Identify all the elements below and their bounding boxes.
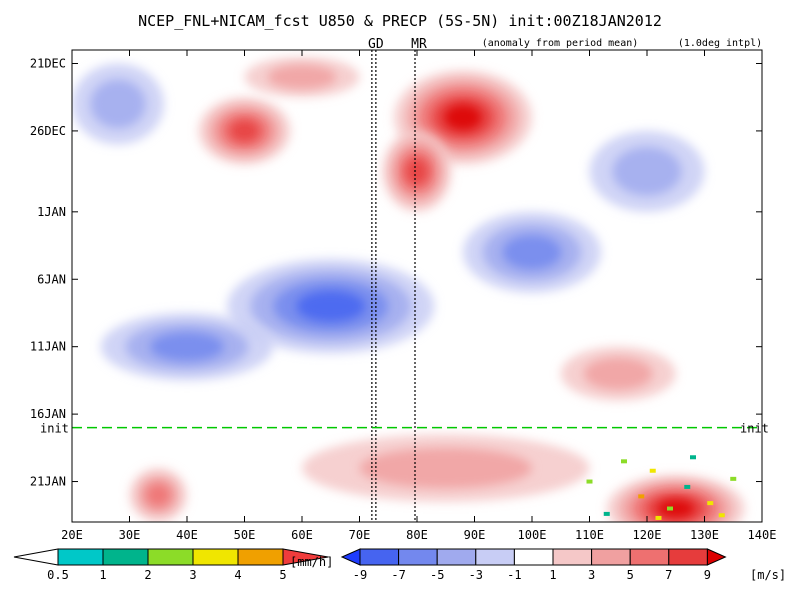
u850-cbar-label-6: 3: [588, 568, 595, 582]
precip-cbar-unit: [mm/h]: [290, 555, 333, 569]
precip-point-7: [730, 476, 737, 481]
u850-cbar-label-7: 5: [627, 568, 634, 582]
x-tick-label-1: 30E: [119, 528, 141, 542]
u850-anomaly-blob-1: [444, 104, 482, 131]
chart-title: NCEP_FNL+NICAM_fcst U850 & PRECP (5S-5N)…: [138, 12, 662, 30]
precip-point-11: [718, 513, 725, 518]
u850-cbar-tip-left: [340, 548, 361, 566]
u850-anomaly-blob-4: [296, 290, 366, 322]
chart-subtitle-left: (anomaly from period mean): [482, 38, 639, 49]
u850-cbar-label-1: -7: [391, 568, 405, 582]
x-tick-label-8: 100E: [518, 528, 547, 542]
u850-cbar-label-2: -5: [430, 568, 444, 582]
y-tick-label-5: 16JAN: [30, 407, 66, 421]
y-tick-label-4: 11JAN: [30, 340, 66, 354]
y-tick-label-0: 21DEC: [30, 56, 66, 70]
u850-cbar-seg-7: [591, 548, 631, 566]
u850-anomaly-blob-7: [612, 147, 682, 196]
x-tick-label-6: 80E: [406, 528, 428, 542]
x-tick-label-5: 70E: [349, 528, 371, 542]
precip-cbar-tip-white: [13, 548, 59, 566]
precip-point-9: [690, 455, 696, 460]
precip-point-3: [638, 494, 645, 499]
y-tick-label-3: 6JAN: [37, 272, 66, 286]
precip-point-1: [649, 468, 656, 473]
x-tick-label-10: 120E: [633, 528, 662, 542]
x-tick-label-2: 40E: [176, 528, 198, 542]
init-label-right: init: [740, 422, 769, 436]
precip-point-2: [684, 484, 691, 489]
longitude-markers: GD MR: [368, 37, 427, 522]
precip-cbar-seg-0: [57, 548, 104, 566]
u850-anomaly-blob-3: [267, 64, 337, 90]
x-tick-label-4: 60E: [291, 528, 313, 542]
u850-cbar-label-8: 7: [665, 568, 672, 582]
init-label-left: init: [40, 422, 69, 436]
y-tick-label-1: 26DEC: [30, 124, 66, 138]
marker-label-0: GD: [368, 37, 384, 52]
u850-cbar-seg-3: [436, 548, 477, 566]
u850-cbar-label-9: 9: [704, 568, 711, 582]
u850-cbar-seg-8: [629, 548, 670, 566]
marker-label-1: MR: [411, 37, 427, 52]
x-tick-label-11: 130E: [690, 528, 719, 542]
u850-anomaly-blob-10: [145, 483, 171, 507]
precip-cbar-seg-5: [282, 548, 329, 566]
u850-cbar-label-5: 1: [549, 568, 556, 582]
precip-cbar-label-2: 2: [144, 568, 151, 582]
u850-cbar-label-0: -9: [353, 568, 367, 582]
precip-point-10: [586, 479, 593, 484]
u850-cbar-seg-1: [359, 548, 400, 566]
precip-cbar-label-3: 3: [189, 568, 196, 582]
u850-cbar-tip-right: [706, 548, 727, 566]
x-tick-label-9: 110E: [575, 528, 604, 542]
precip-cbar-seg-2: [147, 548, 194, 566]
u850-anomaly-blob-8: [90, 79, 146, 129]
x-tick-label-0: 20E: [61, 528, 83, 542]
u850-cbar-label-4: -1: [507, 568, 521, 582]
u850-anomaly-field: [72, 56, 745, 522]
precip-cbar-seg-3: [192, 548, 239, 566]
u850-anomaly-blob-11: [359, 447, 532, 489]
precip-cbar-label-1: 1: [99, 568, 106, 582]
u850-anomaly-blob-6: [150, 332, 224, 362]
precip-point-8: [655, 515, 662, 520]
u850-cbar-unit: [m/s]: [750, 568, 786, 582]
x-axis: 20E 30E 40E 50E 60E 70E 80E 90E 100E 110E 120E 130E…: [61, 50, 776, 542]
u850-anomaly-blob-0: [229, 119, 260, 143]
x-tick-label-7: 90E: [464, 528, 486, 542]
u850-cbar-seg-2: [398, 548, 438, 566]
y-tick-label-2: 1JAN: [37, 205, 66, 219]
u850-anomaly-blob-5: [502, 234, 562, 270]
u850-cbar-seg-6: [552, 548, 593, 566]
u850-cbar-label-3: -3: [469, 568, 483, 582]
y-tick-label-6: 21JAN: [30, 475, 66, 489]
y-axis: 21DEC 26DEC 1JAN 6JAN 11JAN 16JAN 21JAN: [30, 56, 762, 489]
precip-cbar-label-4: 4: [234, 568, 241, 582]
u850-anomaly-blob-9: [656, 499, 695, 518]
precip-cbar-label-5: 5: [279, 568, 286, 582]
precip-point-6: [603, 511, 610, 516]
u850-cbar-seg-4: [475, 548, 515, 566]
x-tick-label-3: 50E: [234, 528, 256, 542]
u850-anomaly-blob-2: [405, 157, 429, 185]
precip-cbar-seg-4: [237, 548, 284, 566]
precip-cbar-label-0: 0.5: [47, 568, 69, 582]
precip-cbar-seg-1: [102, 548, 149, 566]
u850-colorbar: -9 -7 -5 -3 -1 1 3 5 7 9 [m/s]: [340, 548, 786, 582]
precip-point-0: [621, 459, 627, 464]
u850-cbar-seg-9: [668, 548, 708, 566]
u850-cbar-seg-5: [513, 548, 554, 566]
x-tick-label-12: 140E: [748, 528, 777, 542]
precip-point-5: [667, 506, 673, 511]
precip-field: [586, 455, 737, 520]
precip-point-4: [707, 501, 714, 506]
chart-subtitle-right: (1.0deg intpl): [678, 38, 762, 49]
precip-colorbar: 0.5 1 2 3 4 5 [mm/h]: [13, 548, 333, 582]
u850-anomaly-blob-12: [583, 357, 653, 390]
